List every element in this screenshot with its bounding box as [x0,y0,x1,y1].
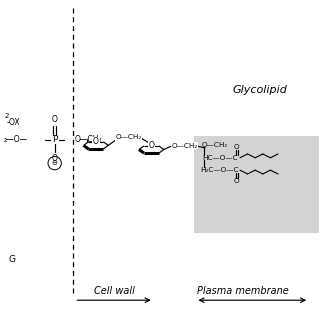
Text: 2: 2 [4,113,9,119]
Text: O: O [93,137,99,146]
Text: O—CH₂: O—CH₂ [75,135,102,144]
Text: G: G [8,255,15,264]
Text: O—CH₂: O—CH₂ [202,142,228,148]
Text: HC—O—C: HC—O—C [202,155,237,161]
Text: -OX: -OX [6,118,20,127]
Text: O: O [52,115,58,124]
Text: O—CH₂: O—CH₂ [116,134,142,140]
Bar [194,136,319,233]
Text: Plasma membrane: Plasma membrane [196,286,288,296]
Text: ⊖: ⊖ [52,160,58,166]
Text: ₂—O—: ₂—O— [4,135,28,144]
Text: O: O [234,144,240,150]
Text: Cell wall: Cell wall [93,286,134,296]
Text: P: P [52,135,57,144]
Text: H₂C—O—C: H₂C—O—C [200,167,239,173]
Text: O: O [234,178,240,184]
Text: O: O [52,154,58,163]
Text: O: O [148,141,154,150]
Text: O—CH₂: O—CH₂ [171,143,197,149]
Text: Glycolipid: Glycolipid [233,85,287,95]
